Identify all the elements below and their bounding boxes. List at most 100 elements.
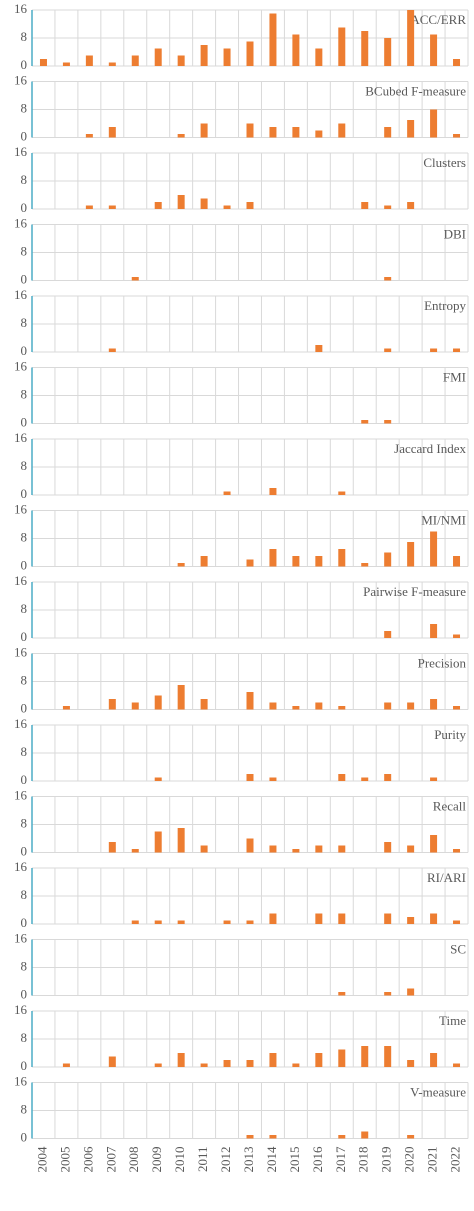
bar (361, 1046, 369, 1067)
bar (131, 55, 139, 66)
bar (338, 845, 346, 853)
x-tick-label: 2007 (103, 1146, 118, 1173)
y-tick-label: 16 (14, 573, 28, 588)
y-tick-label: 0 (21, 200, 28, 215)
y-tick-label: 16 (14, 644, 28, 659)
bar (430, 531, 438, 567)
y-tick-label: 16 (14, 859, 28, 874)
bar (269, 1135, 277, 1139)
x-tick-label: 2009 (149, 1147, 164, 1173)
chart-title: BCubed F-measure (365, 83, 466, 98)
bar (315, 1053, 323, 1067)
bar (200, 45, 208, 66)
y-tick-label: 16 (14, 72, 28, 87)
bar (177, 828, 185, 853)
bar (407, 10, 415, 66)
chart-title: Jaccard Index (394, 441, 466, 456)
y-tick-label: 0 (21, 128, 28, 143)
bar (292, 706, 300, 710)
y-tick-label: 16 (14, 430, 28, 445)
chart-title: V-measure (410, 1084, 466, 1099)
bar (177, 195, 185, 209)
bar (453, 920, 461, 924)
bar (430, 34, 438, 66)
bar (338, 491, 346, 495)
chart-title: ACC/ERR (410, 12, 466, 27)
chart-title: RI/ARI (427, 870, 466, 885)
y-tick-label: 8 (21, 243, 28, 258)
bar (430, 1053, 438, 1067)
bar (177, 563, 185, 567)
x-tick-label: 2008 (126, 1147, 141, 1173)
bar (453, 849, 461, 853)
y-tick-label: 0 (21, 915, 28, 930)
y-tick-label: 0 (21, 700, 28, 715)
bar (200, 1063, 208, 1067)
y-tick-label: 0 (21, 271, 28, 286)
bar (269, 549, 277, 567)
x-tick-label: 2016 (310, 1146, 325, 1173)
bar (246, 202, 254, 209)
bar (154, 777, 162, 781)
bar (453, 556, 461, 567)
bar (269, 127, 277, 138)
bar (269, 702, 277, 710)
y-tick-label: 16 (14, 1002, 28, 1017)
bar (108, 62, 116, 66)
bar (407, 917, 415, 924)
bar (338, 1135, 346, 1139)
bar (430, 624, 438, 638)
bar (131, 849, 139, 853)
bar (430, 348, 438, 352)
chart-title: Pairwise F-measure (363, 584, 466, 599)
chart-title: MI/NMI (421, 512, 466, 527)
bar (338, 706, 346, 710)
y-tick-label: 8 (21, 172, 28, 187)
bar (200, 845, 208, 853)
bar (269, 777, 277, 781)
bar (246, 692, 254, 710)
y-tick-label: 16 (14, 1073, 28, 1088)
bar (407, 542, 415, 567)
bar (407, 202, 415, 209)
x-tick-label: 2006 (80, 1146, 95, 1173)
bar (315, 556, 323, 567)
bar (384, 277, 392, 281)
y-tick-label: 0 (21, 629, 28, 644)
y-tick-label: 16 (14, 287, 28, 302)
bar (85, 205, 93, 209)
bar (108, 1056, 116, 1067)
bar (246, 1135, 254, 1139)
y-tick-label: 8 (21, 601, 28, 616)
y-tick-label: 16 (14, 787, 28, 802)
x-tick-label: 2004 (34, 1146, 49, 1173)
chart-title: FMI (443, 369, 466, 384)
bar (361, 1131, 369, 1139)
y-tick-label: 16 (14, 930, 28, 945)
bar (430, 835, 438, 853)
x-tick-label: 2015 (287, 1147, 302, 1173)
bar (338, 774, 346, 781)
bar (269, 845, 277, 853)
bar (430, 777, 438, 781)
bar (62, 1063, 70, 1067)
y-tick-label: 0 (21, 414, 28, 429)
bar (85, 55, 93, 66)
bar (177, 55, 185, 66)
x-tick-label: 2012 (218, 1147, 233, 1173)
x-tick-label: 2010 (172, 1147, 187, 1173)
bar (384, 774, 392, 781)
bar (292, 849, 300, 853)
y-tick-label: 8 (21, 100, 28, 115)
bar (315, 345, 323, 352)
bar (154, 202, 162, 209)
bar (246, 559, 254, 567)
bar (453, 134, 461, 138)
bar (177, 1053, 185, 1067)
y-tick-label: 8 (21, 672, 28, 687)
bar (384, 420, 392, 424)
bar (430, 913, 438, 924)
y-tick-label: 0 (21, 1058, 28, 1073)
bar (453, 59, 461, 66)
bar (292, 1063, 300, 1067)
